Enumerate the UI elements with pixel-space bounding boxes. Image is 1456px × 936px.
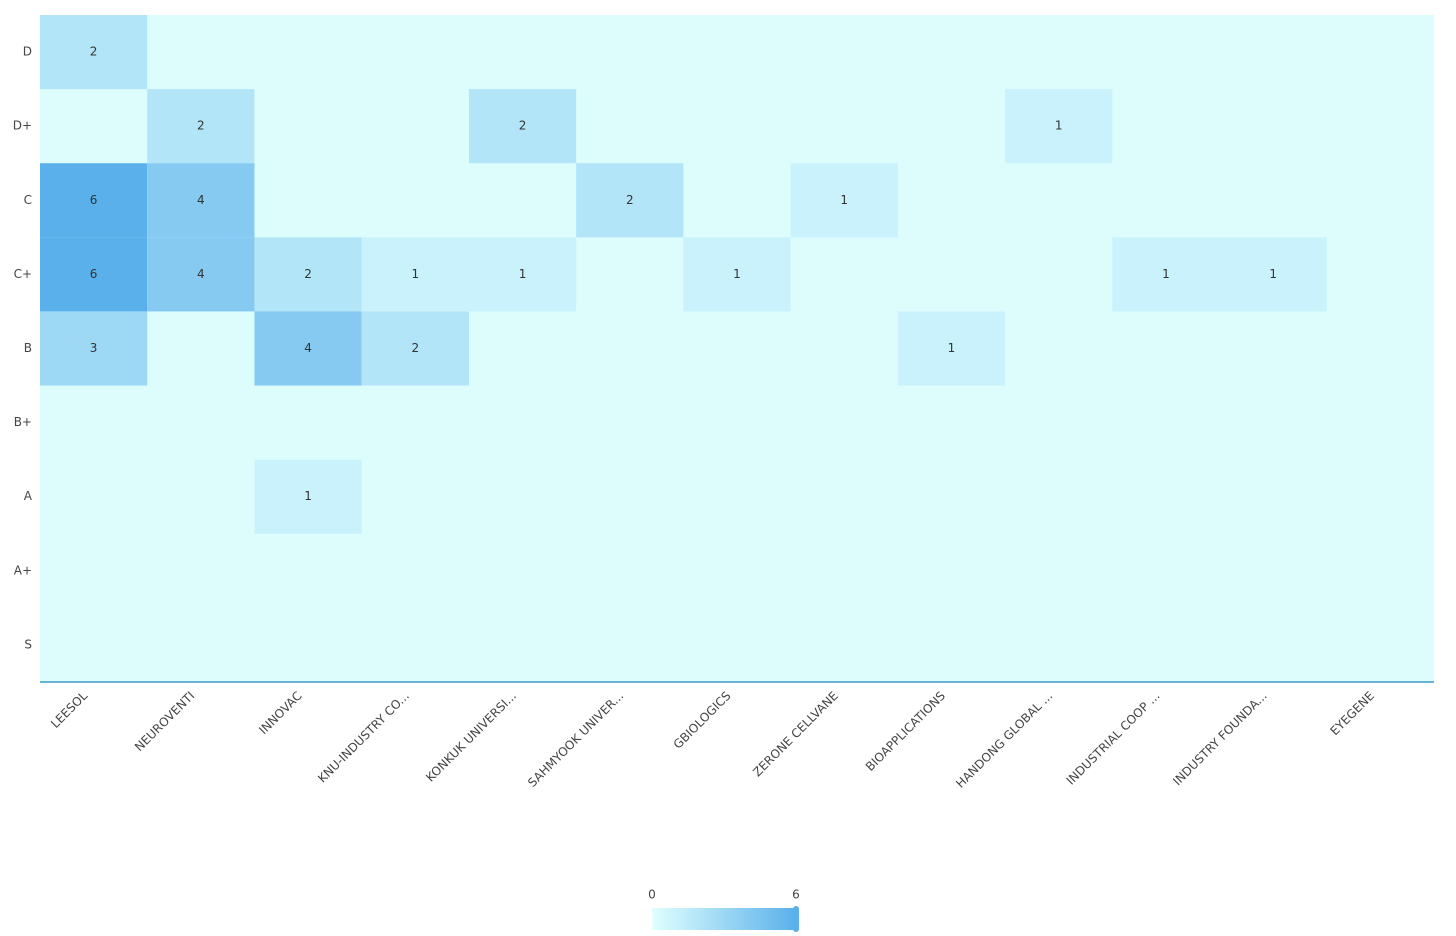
heatmap-cell	[147, 163, 255, 238]
heatmap-cell	[361, 237, 469, 312]
cell-label: 4	[197, 193, 205, 207]
heatmap-cell	[40, 237, 148, 312]
cell-label: 1	[1162, 267, 1170, 281]
x-tick-label: SAHMYOOK UNIVER...	[525, 689, 626, 790]
x-tick-label: INDUSTRIAL COOP ...	[1064, 689, 1163, 788]
colorbar-handle[interactable]	[793, 906, 799, 932]
cell-label: 4	[197, 267, 205, 281]
cell-label: 1	[1269, 267, 1277, 281]
heatmap-cell	[40, 311, 148, 386]
x-tick-label: EYEGENE	[1328, 689, 1377, 738]
y-tick-label: A+	[14, 563, 32, 577]
x-tick-label: GBIOLOGICS	[671, 689, 734, 752]
cell-label: 6	[90, 267, 98, 281]
x-tick-label: BIOAPPLICATIONS	[863, 689, 948, 774]
x-tick-label: INDUSTRY FOUNDA...	[1170, 689, 1270, 789]
colorbar-tick-label: 0	[648, 888, 656, 902]
heatmap-cell	[468, 237, 577, 312]
cell-label: 1	[733, 267, 741, 281]
heatmap-cell	[40, 15, 148, 90]
y-tick-label: D+	[13, 119, 32, 133]
heatmap-cell	[1219, 237, 1327, 312]
heatmap-cell	[361, 311, 469, 386]
cell-label: 2	[304, 267, 312, 281]
cell-label: 1	[1055, 119, 1063, 133]
x-tick-label: ZERONE CELLVANE	[750, 689, 841, 780]
cell-label: 2	[519, 119, 527, 133]
cell-label: 3	[90, 341, 98, 355]
y-tick-label: A	[24, 489, 33, 503]
cell-label: 2	[411, 341, 419, 355]
x-tick-label: KNU-INDUSTRY CO...	[315, 689, 412, 786]
colorbar	[652, 908, 796, 930]
cell-label: 1	[948, 341, 956, 355]
heatmap-cell	[683, 237, 791, 312]
cell-label: 4	[304, 341, 312, 355]
cell-label: 6	[90, 193, 98, 207]
x-tick-label: HANDONG GLOBAL ...	[953, 689, 1055, 791]
y-tick-label: D	[23, 45, 32, 59]
x-tick-label: LEESOL	[48, 688, 90, 730]
heatmap-cell	[576, 163, 684, 238]
cell-label: 2	[626, 193, 634, 207]
heatmap-cell	[468, 89, 577, 164]
y-tick-label: S	[24, 637, 32, 651]
x-tick-label: INNOVAC	[256, 689, 304, 737]
cell-label: 1	[519, 267, 527, 281]
cell-label: 2	[197, 119, 205, 133]
heatmap-cell	[790, 163, 898, 238]
heatmap-cell	[147, 237, 255, 312]
colorbar-tick-label: 6	[792, 888, 800, 902]
heatmap-cell	[254, 237, 362, 312]
cell-label: 1	[304, 489, 312, 503]
cell-label: 1	[411, 267, 419, 281]
heatmap-cell	[254, 459, 362, 534]
heatmap-cell	[1005, 89, 1113, 164]
y-tick-label: B	[24, 341, 32, 355]
y-tick-label: C	[24, 193, 32, 207]
x-tick-label: NEUROVENTI	[132, 689, 197, 754]
heatmap-cell	[147, 89, 255, 164]
heatmap-cell	[897, 311, 1006, 386]
cell-label: 1	[840, 193, 848, 207]
y-tick-label: B+	[14, 415, 32, 429]
heatmap-cell	[40, 163, 148, 238]
y-tick-label: C+	[14, 267, 32, 281]
heatmap-cell	[254, 311, 362, 386]
cell-label: 2	[90, 45, 98, 59]
heatmap-cell	[1112, 237, 1220, 312]
x-tick-label: KONKUK UNIVERSI...	[423, 689, 519, 785]
